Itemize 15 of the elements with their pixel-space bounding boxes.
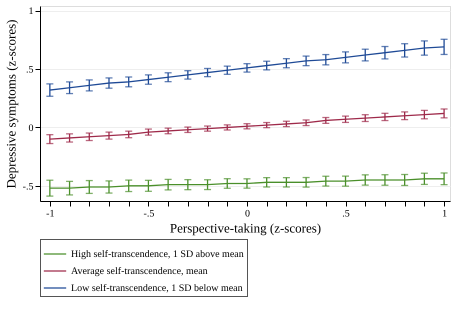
y-tick-label: 0 — [28, 122, 34, 134]
x-tick-label: 1 — [442, 208, 448, 220]
x-tick-label: -.5 — [143, 208, 154, 220]
y-tick-label: -.5 — [22, 181, 34, 192]
x-axis-title: Perspective-taking (z-scores) — [170, 220, 322, 236]
x-tick-label: 0 — [244, 208, 250, 220]
x-tick-label: -1 — [46, 208, 55, 220]
legend-label: High self-transcendence, 1 SD above mean — [71, 249, 244, 260]
legend-label: Average self-transcendence, mean — [71, 266, 208, 277]
x-tick-label: .5 — [342, 208, 350, 220]
y-tick-label: 1 — [28, 6, 34, 18]
legend-label: Low self-transcendence, 1 SD below mean — [71, 283, 243, 294]
y-axis-title: Depressive symptoms (z-scores) — [4, 20, 19, 188]
line-series — [49, 112, 445, 140]
y-tick-label: .5 — [26, 64, 34, 76]
